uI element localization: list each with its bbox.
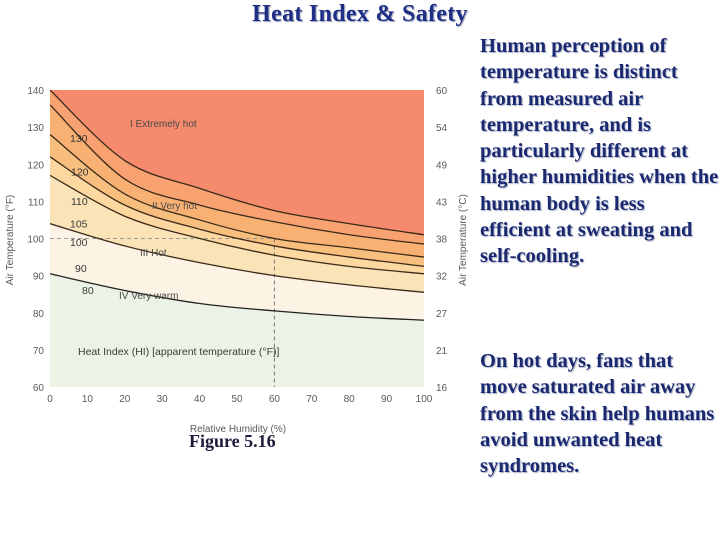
y-tick-label-c-60: 60 xyxy=(436,86,448,97)
zone-label-iv-very-warm: IV Very warm xyxy=(119,291,178,302)
y-tick-label-c-21: 21 xyxy=(436,346,448,357)
y-tick-label-c-27: 27 xyxy=(436,309,448,320)
zone-label-ii-very-hot: II Very hot xyxy=(152,201,197,212)
hi-curve-105 xyxy=(50,156,424,267)
comfort-zones xyxy=(50,90,424,321)
x-tick-label-40: 40 xyxy=(194,394,206,405)
y-tick-label-f-90: 90 xyxy=(33,272,45,283)
zone-labels: I Extremely hot II Very hot III Hot IV Very… xyxy=(119,119,197,302)
y-tick-label-c-32: 32 xyxy=(436,272,448,283)
y-tick-label-c-49: 49 xyxy=(436,160,448,171)
x-tick-label-60: 60 xyxy=(269,394,281,405)
hi-curve-120 xyxy=(50,104,424,245)
zone-label-i-extremely-hot: I Extremely hot xyxy=(130,119,197,130)
y-tick-label-f-130: 130 xyxy=(27,123,44,134)
body-paragraph-2: On hot days, fans that move saturated ai… xyxy=(480,350,715,478)
y-tick-label-f-70: 70 xyxy=(33,346,45,357)
x-tick-label-70: 70 xyxy=(306,394,318,405)
chart-axes: 0 10 20 30 40 50 60 70 80 90 100607080901001101201… xyxy=(27,86,447,405)
curve-label-90: 90 xyxy=(75,263,87,275)
x-tick-label-100: 100 xyxy=(416,394,433,405)
slide-title: Heat Index & Safety xyxy=(252,1,468,27)
y-tick-label-c-43: 43 xyxy=(436,197,448,208)
y-axis-label-left: Air Temperature (°F) xyxy=(5,195,16,286)
y-axis-label-right: Air Temperature (°C) xyxy=(458,194,469,286)
hi-curve-80 xyxy=(50,273,424,321)
y-tick-label-c-38: 38 xyxy=(436,235,448,246)
x-axis-label: Relative Humidity (%) xyxy=(190,424,286,435)
curve-label-100: 100 xyxy=(70,237,88,249)
reference-lines xyxy=(50,238,275,387)
hi-curve-110 xyxy=(50,134,424,258)
hi-curve-100 xyxy=(50,174,424,275)
heat-index-annotation: Heat Index (HI) [apparent temperature (°… xyxy=(78,346,280,358)
x-tick-label-90: 90 xyxy=(381,394,393,405)
x-tick-label-30: 30 xyxy=(157,394,169,405)
x-tick-label-80: 80 xyxy=(344,394,356,405)
y-tick-label-f-110: 110 xyxy=(28,197,44,208)
hi-curve-90 xyxy=(50,223,424,293)
y-tick-label-c-54: 54 xyxy=(436,123,448,134)
zone-label-iii-hot: III Hot xyxy=(140,248,167,259)
curve-labels: 130 120 110 105 100 90 80 xyxy=(70,133,94,297)
y-tick-label-f-140: 140 xyxy=(27,86,44,97)
x-tick-label-20: 20 xyxy=(119,394,131,405)
heat-index-curves xyxy=(50,90,424,321)
x-tick-label-10: 10 xyxy=(82,394,94,405)
x-tick-label-0: 0 xyxy=(47,394,53,405)
y-tick-label-f-120: 120 xyxy=(27,160,44,171)
hi-curve-130 xyxy=(50,90,424,236)
zone-fill-130 xyxy=(50,90,424,235)
y-tick-label-f-100: 100 xyxy=(27,235,44,246)
curve-label-80: 80 xyxy=(82,285,94,297)
curve-label-110: 110 xyxy=(71,196,88,208)
curve-label-130: 130 xyxy=(70,133,88,145)
y-tick-label-f-80: 80 xyxy=(33,309,45,320)
y-tick-label-f-60: 60 xyxy=(33,383,45,394)
y-tick-label-c-16: 16 xyxy=(436,383,448,394)
x-tick-label-50: 50 xyxy=(231,394,243,405)
body-paragraph-1: Human perception of temperature is disti… xyxy=(480,35,719,268)
curve-label-105: 105 xyxy=(70,218,88,230)
figure-caption: Figure 5.16 xyxy=(189,431,276,451)
curve-label-120: 120 xyxy=(71,166,89,178)
